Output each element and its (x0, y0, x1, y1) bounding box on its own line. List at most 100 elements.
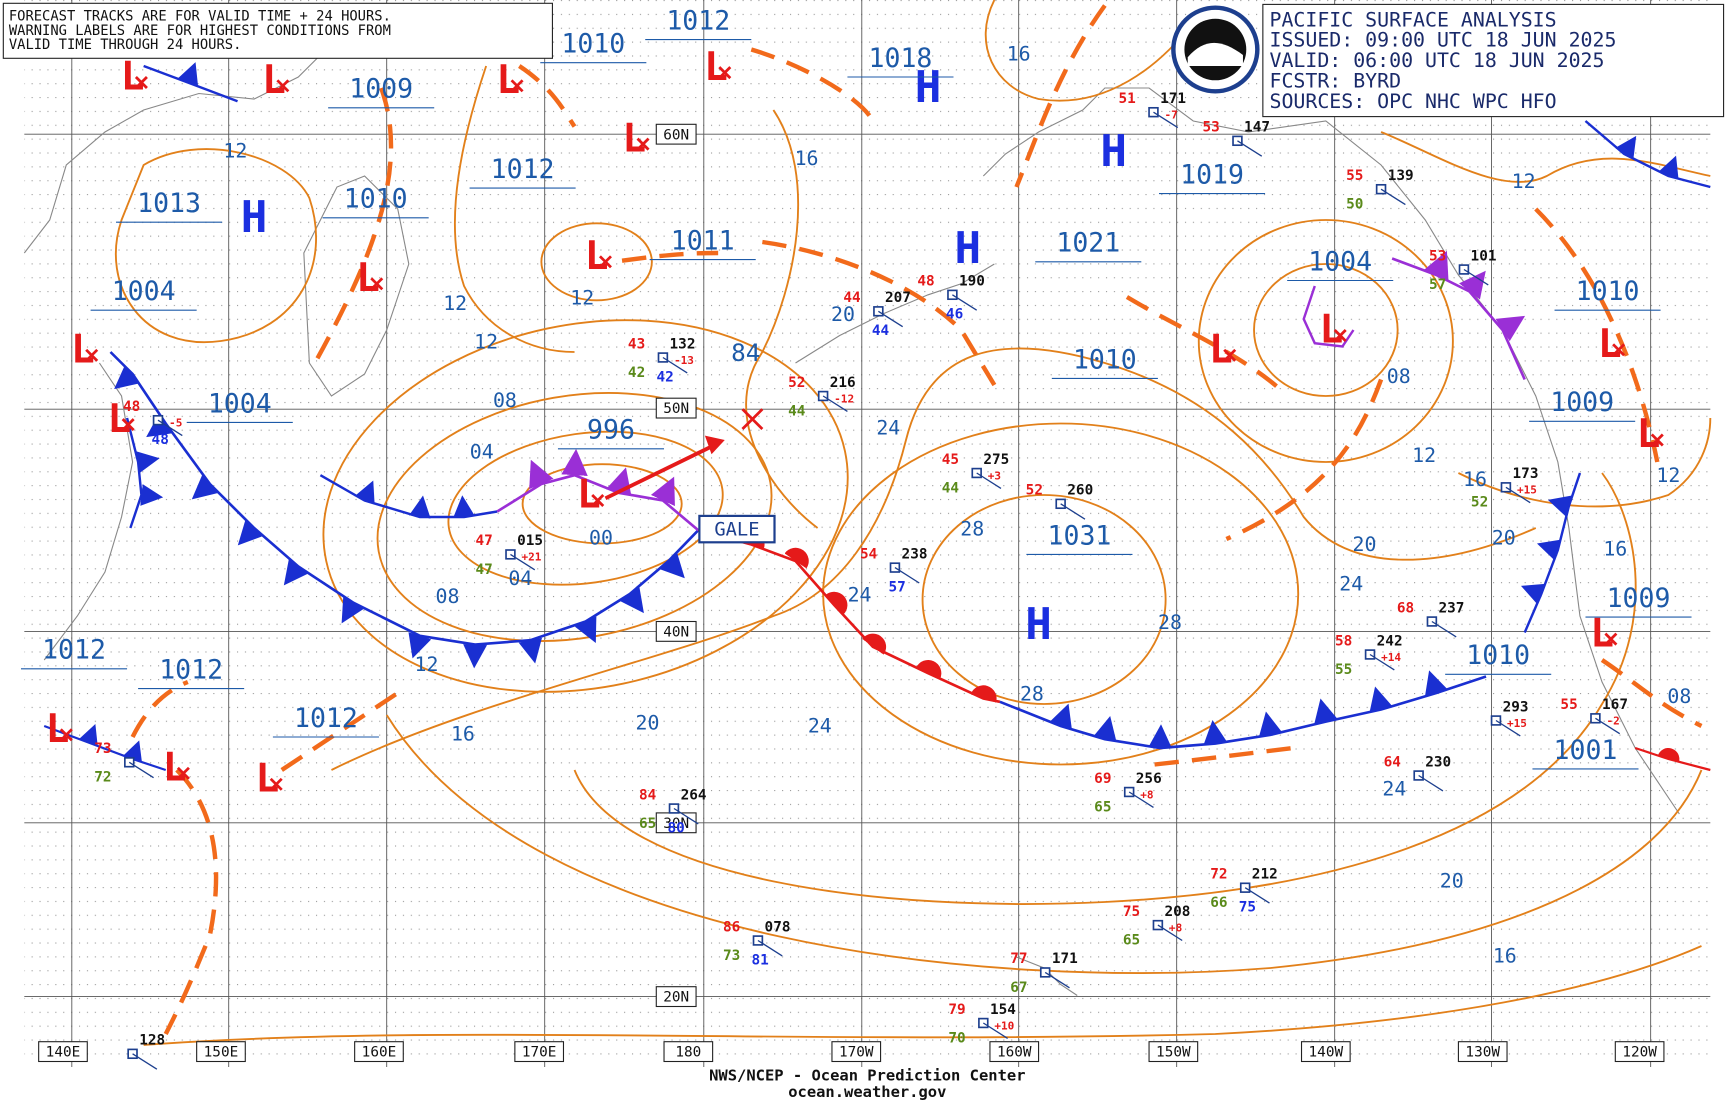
isobar-label: 28 (1158, 611, 1182, 634)
isobar-label: 28 (1020, 683, 1044, 706)
station-d: 70 (948, 1030, 965, 1046)
header-box (1262, 3, 1725, 118)
latitude-label: 40N (663, 625, 689, 641)
isobar-label: 00 (589, 527, 613, 550)
station-d: 65 (1094, 799, 1111, 815)
station-tend: -13 (674, 354, 694, 367)
wind-barb (132, 1053, 158, 1070)
low-x (1333, 329, 1347, 342)
isobar-label: 16 (1463, 468, 1487, 491)
high-center: H (955, 223, 982, 274)
isobar-label: 12 (570, 287, 594, 310)
wind-barb (1369, 653, 1395, 671)
station-p: 101 (1471, 248, 1497, 264)
station-p: 171 (1160, 91, 1186, 107)
station-tend: -12 (834, 392, 854, 405)
station-t: 69 (1094, 771, 1111, 787)
station-tend: +14 (1381, 651, 1401, 664)
station-p: 207 (885, 290, 911, 306)
center-pressure: 1010 (1576, 276, 1640, 307)
note-box (2, 2, 553, 59)
station-marker (1232, 135, 1243, 147)
low-center: L (107, 396, 131, 442)
storm-label: 84 (731, 338, 760, 367)
station-t: 72 (1210, 867, 1227, 883)
wind-barb (822, 395, 848, 412)
station-p: 128 (139, 1033, 165, 1049)
center-pressure: 1021 (1056, 228, 1120, 259)
low-x (1223, 348, 1237, 362)
low-center: L (1598, 321, 1622, 367)
isobar-label: 08 (493, 389, 517, 412)
station-p: 132 (670, 336, 696, 352)
station-tend: +21 (521, 551, 541, 564)
station-t: 55 (1560, 697, 1577, 713)
station-p: 256 (1136, 771, 1162, 787)
center-pressure: 1031 (1048, 520, 1112, 551)
wind-barb (662, 356, 688, 374)
wind-barb (510, 553, 536, 571)
station-marker (1239, 882, 1251, 893)
station-p: 216 (830, 375, 856, 391)
longitude-box (1300, 1041, 1351, 1063)
wind-barb (673, 807, 699, 825)
station-t: 64 (1384, 754, 1401, 770)
isobar-label: 12 (1656, 464, 1680, 487)
longitude-label: 140W (1309, 1045, 1344, 1061)
center-pressure: 1001 (1554, 735, 1618, 766)
isobar-label: 16 (1493, 945, 1517, 968)
low-center: L (262, 57, 286, 103)
station-t: 53 (1202, 120, 1219, 136)
center-pressure: 1009 (349, 74, 413, 105)
station-p: 173 (1513, 466, 1539, 482)
station-t: 53 (1429, 248, 1446, 264)
high-center: H (241, 192, 268, 243)
low-x (1612, 343, 1626, 357)
low-center: L (1319, 307, 1343, 353)
station-p: 147 (1244, 120, 1270, 136)
isobar-label: 24 (1382, 777, 1406, 800)
center-pressure: 1009 (1550, 387, 1614, 418)
station-t: 54 (860, 546, 877, 562)
station-d: 65 (639, 816, 656, 832)
longitude-box (1457, 1041, 1508, 1063)
station-d: 65 (1123, 933, 1140, 949)
isobar-label: 20 (1492, 527, 1516, 550)
low-center: L (71, 327, 95, 373)
longitude-label: 140E (46, 1045, 81, 1061)
low-center: L (121, 54, 145, 100)
center-pressure: 1010 (344, 184, 408, 215)
latitude-box (655, 986, 697, 1008)
isobar-label: 16 (795, 147, 819, 170)
station-tend: -5 (169, 417, 182, 430)
isobar-label: 24 (808, 715, 832, 738)
center-pressure: 1010 (1466, 640, 1530, 671)
note-line: VALID TIME THROUGH 24 HOURS. (9, 37, 242, 53)
station-tend: +15 (1507, 717, 1527, 730)
longitude-box (38, 1041, 88, 1063)
forecast-position (741, 408, 764, 430)
wind-barb (1044, 971, 1070, 989)
isobar-label: 08 (435, 585, 459, 608)
station-t: 47 (475, 533, 492, 549)
center-pressure: 1012 (294, 703, 358, 734)
station-d: 44 (788, 403, 805, 419)
station-p: 015 (517, 533, 543, 549)
station-s: 75 (1239, 900, 1256, 916)
low-center: L (585, 233, 609, 279)
longitude-label: 180 (675, 1045, 701, 1061)
low-x (591, 494, 605, 507)
station-p: 208 (1165, 904, 1191, 920)
station-p: 139 (1388, 168, 1414, 184)
isobar-label: 12 (443, 292, 467, 315)
low-x (269, 777, 283, 791)
station-t: 73 (94, 741, 111, 757)
fronts (43, 62, 1711, 772)
longitude-box (1614, 1041, 1665, 1063)
station-d: 52 (1471, 495, 1488, 511)
center-pressure: 1012 (42, 635, 106, 666)
station-d: 44 (942, 480, 959, 496)
isobar-label: 24 (848, 584, 872, 607)
station-t: 68 (1397, 600, 1414, 616)
station-p: 264 (681, 787, 707, 803)
